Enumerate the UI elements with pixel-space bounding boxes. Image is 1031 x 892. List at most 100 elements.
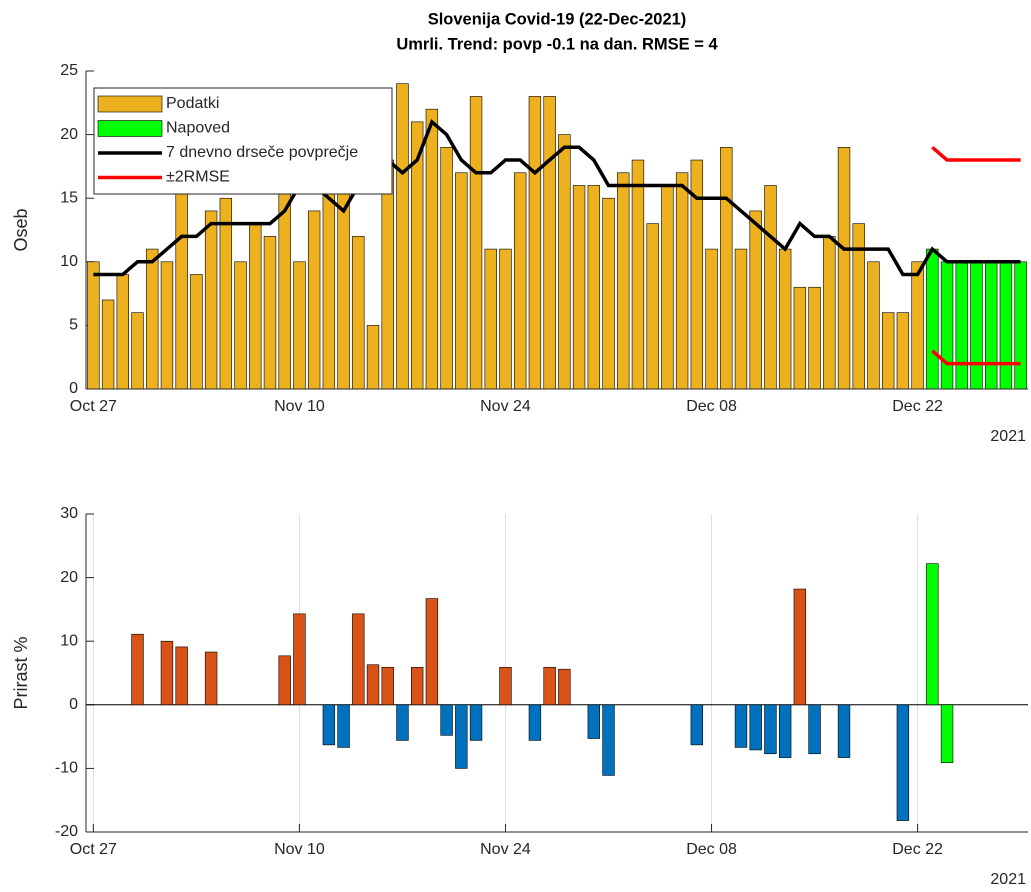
bar	[572, 185, 586, 390]
x-tick-label: Dec 08	[686, 398, 737, 415]
y-tick-label: 15	[60, 189, 78, 206]
legend-swatch	[97, 120, 163, 137]
bar	[646, 223, 659, 390]
bar	[87, 261, 100, 390]
bar	[940, 704, 954, 763]
y-tick-label: 25	[60, 62, 78, 79]
bar	[793, 286, 807, 390]
bar	[396, 704, 409, 741]
bar	[322, 172, 336, 390]
bar	[352, 613, 365, 706]
bar	[396, 83, 409, 390]
bar	[970, 261, 983, 390]
x-tick-label: Nov 24	[480, 841, 531, 858]
bar	[749, 210, 762, 390]
x-tick-label: Dec 08	[686, 841, 737, 858]
bar	[926, 248, 939, 390]
bar	[985, 261, 998, 390]
bar	[734, 704, 748, 748]
bar	[293, 613, 306, 706]
bar	[116, 274, 129, 390]
bar	[484, 248, 497, 390]
bar	[101, 299, 115, 390]
bar	[602, 197, 615, 390]
bar	[410, 666, 424, 706]
bar	[381, 666, 394, 706]
bar	[823, 236, 836, 390]
bar	[469, 96, 483, 390]
bar	[146, 248, 159, 390]
y-axis-label: Prirast %	[11, 636, 31, 709]
bar	[720, 147, 733, 390]
bar	[734, 248, 748, 390]
upper-bound-line	[931, 145, 1021, 162]
bar	[690, 704, 704, 746]
bar	[190, 274, 203, 390]
bar	[469, 704, 483, 741]
bar	[778, 704, 792, 758]
bar	[440, 704, 453, 736]
x-tick-label: Oct 27	[70, 398, 117, 415]
bar	[955, 261, 968, 390]
y-tick-label: 0	[69, 696, 78, 713]
y-tick-label: 0	[69, 380, 78, 397]
year-label: 2021	[990, 871, 1026, 888]
y-tick-label: -10	[55, 760, 78, 777]
bar	[1014, 261, 1027, 390]
bar	[543, 666, 556, 706]
moving-average-line	[93, 118, 1021, 277]
bar	[337, 704, 350, 748]
bar	[764, 704, 777, 755]
y-axis-label: Oseb	[11, 208, 31, 251]
bar	[602, 704, 615, 776]
legend-swatch	[97, 95, 163, 113]
bar	[204, 210, 218, 390]
bar	[455, 704, 468, 769]
bar	[896, 312, 910, 390]
x-tick-label: Dec 22	[892, 398, 943, 415]
bar	[528, 704, 542, 741]
bar	[131, 633, 144, 706]
x-tick-label: Nov 10	[274, 398, 325, 415]
lower-bound-line	[931, 349, 1021, 366]
bar	[999, 261, 1013, 390]
y-tick-label: 10	[60, 632, 78, 649]
bar	[352, 236, 365, 390]
bar	[440, 147, 453, 390]
x-tick-label: Oct 27	[70, 841, 117, 858]
bar	[778, 248, 792, 390]
x-tick-label: Dec 22	[892, 841, 943, 858]
bar	[175, 185, 188, 390]
legend-label: ±2RMSE	[166, 169, 230, 186]
bar	[514, 172, 527, 390]
x-tick-label: Nov 24	[480, 398, 531, 415]
bar	[425, 108, 439, 390]
bar	[675, 172, 689, 390]
bar	[926, 563, 939, 706]
y-tick-label: 20	[60, 569, 78, 586]
bar	[278, 655, 291, 706]
bar	[528, 96, 542, 390]
y-tick-label: -20	[55, 823, 78, 840]
legend-label: 7 dnevno drseče povprečje	[166, 144, 358, 161]
bar	[160, 640, 174, 706]
bar	[499, 248, 512, 390]
bar	[499, 666, 512, 706]
bar	[322, 704, 336, 746]
y-tick-label: 20	[60, 126, 78, 143]
bar	[764, 185, 777, 390]
bar	[808, 286, 821, 390]
bar	[307, 210, 321, 390]
legend-label: Podatki	[166, 95, 219, 112]
bar	[661, 185, 674, 390]
bar	[219, 197, 233, 390]
legend-label: Napoved	[166, 120, 230, 137]
bar	[366, 664, 380, 706]
bar	[293, 261, 306, 390]
chart-title: Slovenija Covid-19 (22-Dec-2021)	[428, 10, 687, 28]
y-tick-label: 10	[60, 253, 78, 270]
bar	[940, 261, 954, 390]
bar	[837, 147, 851, 390]
bar	[175, 646, 188, 706]
